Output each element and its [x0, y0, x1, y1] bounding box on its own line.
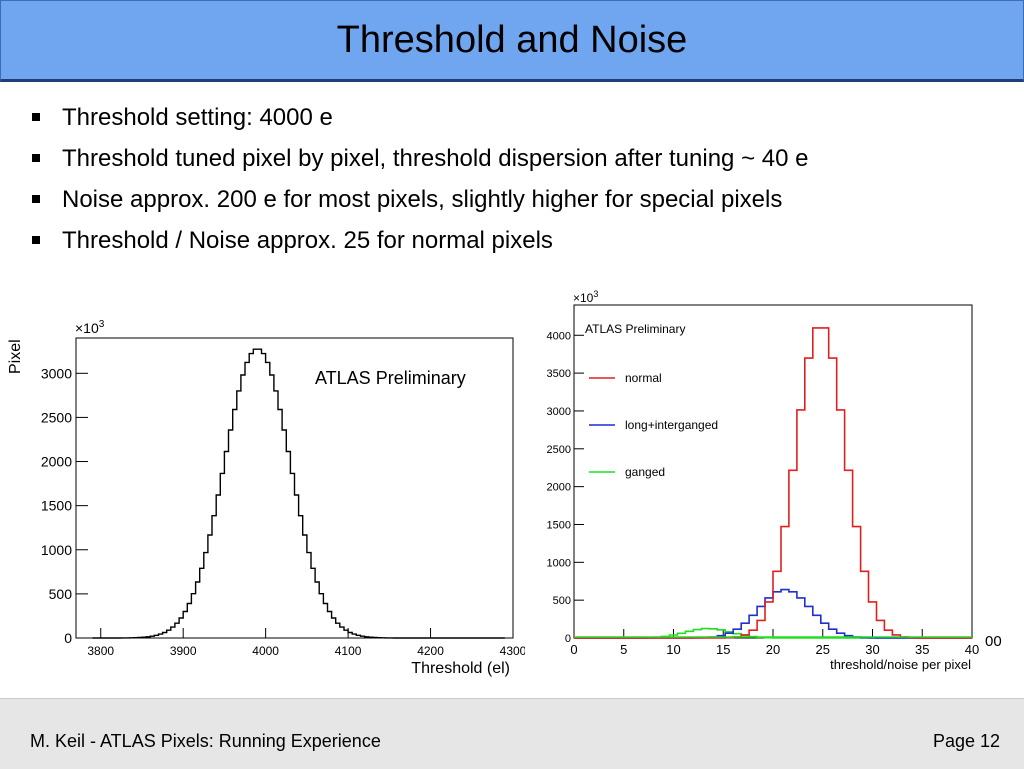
x-tick-label: 35: [915, 642, 929, 657]
y-tick-label: 2000: [41, 454, 72, 470]
x-tick-label: 20: [766, 642, 780, 657]
footer: M. Keil - ATLAS Pixels: Running Experien…: [0, 698, 1024, 769]
y-tick-label: 500: [49, 586, 73, 602]
x-tick-label: 40: [965, 642, 979, 657]
y-tick-label: 1500: [41, 498, 72, 514]
page-number: Page 12: [932, 731, 1000, 751]
y-tick-label: 500: [553, 595, 571, 607]
title-bar: Threshold and Noise: [0, 0, 1024, 82]
bullet-item: Threshold tuned pixel by pixel, threshol…: [30, 138, 808, 179]
x-tick-label: 5: [620, 642, 627, 657]
series-line-normal: [574, 327, 972, 639]
y-tick-label: 3500: [547, 368, 571, 380]
slide-title: Threshold and Noise: [336, 19, 688, 61]
legend-label: ganged: [625, 465, 665, 479]
legend-label: long+interganged: [625, 418, 718, 432]
x-tick-label: 25: [816, 642, 830, 657]
legend-label: normal: [625, 371, 662, 385]
y-multiplier: ×103: [75, 319, 105, 336]
y-tick-label: 2000: [547, 482, 571, 494]
x-tick-label: 15: [716, 642, 730, 657]
bullet-item: Threshold setting: 4000 e: [30, 97, 808, 138]
y-axis-label: Pixel: [7, 339, 24, 374]
footer-presenter: M. Keil - ATLAS Pixels: Running Experien…: [30, 731, 381, 751]
x-tick-label: 30: [865, 642, 879, 657]
x-tick-label: 3900: [170, 644, 197, 658]
x-tick-label: 10: [666, 642, 680, 657]
threshold-histogram: 0 500 1000 1500 2000 2500 3000 3800 3900 4000 410…: [7, 319, 525, 677]
clipped-text: 00: [985, 633, 1002, 650]
x-tick-label: 4200: [417, 644, 444, 658]
atlas-preliminary-label: ATLAS Preliminary: [585, 322, 685, 336]
x-tick-label: 3800: [87, 644, 114, 658]
atlas-preliminary-label: ATLAS Preliminary: [315, 368, 466, 388]
y-tick-label: 0: [64, 630, 72, 646]
y-tick-label: 1500: [547, 519, 571, 531]
y-tick-label: 2500: [547, 444, 571, 456]
legend: normal long+interganged ganged: [589, 371, 718, 479]
y-tick-label: 1000: [547, 557, 571, 569]
x-tick-label: 4000: [252, 644, 279, 658]
x-axis-label: Threshold (el): [411, 660, 510, 677]
bullet-item: Noise approx. 200 e for most pixels, sli…: [30, 179, 808, 220]
y-tick-label: 0: [565, 633, 571, 645]
y-tick-label: 4000: [547, 330, 571, 342]
x-tick-label: 4300: [500, 644, 525, 658]
y-tick-label: 1000: [41, 542, 72, 558]
y-multiplier: ×103: [573, 289, 598, 305]
y-tick-label: 3000: [547, 406, 571, 418]
x-tick-label: 0: [570, 642, 577, 657]
plot-frame: [75, 337, 514, 639]
threshold-histogram-line: [92, 348, 505, 639]
y-tick-label: 2500: [41, 409, 72, 425]
bullet-list: Threshold setting: 4000 e Threshold tune…: [30, 97, 808, 261]
x-axis-label: threshold/noise per pixel: [830, 657, 971, 672]
y-tick-label: 3000: [41, 365, 72, 381]
bullet-item: Threshold / Noise approx. 25 for normal …: [30, 220, 808, 261]
x-tick-label: 4100: [335, 644, 362, 658]
